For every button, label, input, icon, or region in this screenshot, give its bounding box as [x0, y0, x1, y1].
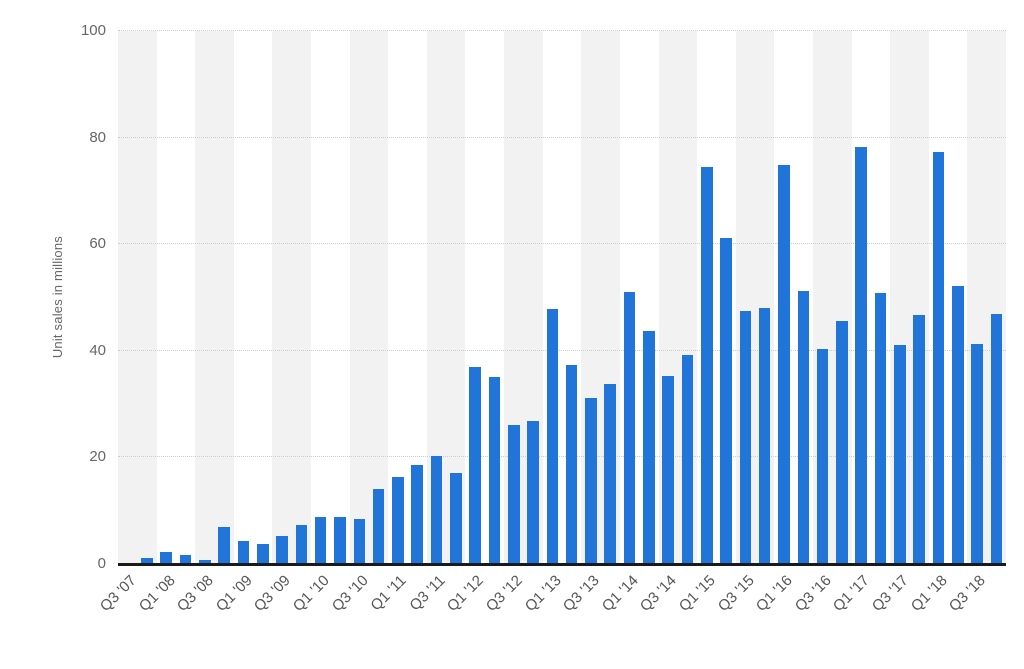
bar-q1-12[interactable]: [469, 366, 481, 564]
gridline: [118, 456, 1006, 458]
background-stripe: [118, 31, 157, 564]
bar-q2-14[interactable]: [643, 330, 655, 564]
gridline: [118, 243, 1006, 245]
gridline: [118, 30, 1006, 31]
bar-q2-11[interactable]: [411, 464, 423, 564]
y-tick-label: 100: [80, 22, 106, 39]
bar-q2-08[interactable]: [179, 554, 192, 564]
bar-q3-18[interactable]: [971, 343, 983, 564]
bar-q1-09[interactable]: [237, 540, 250, 564]
bar-q2-16[interactable]: [797, 291, 810, 564]
y-tick-label: 80: [89, 128, 106, 146]
bar-q1-18[interactable]: [932, 151, 945, 564]
bar-q1-10[interactable]: [314, 517, 327, 564]
bar-q2-10[interactable]: [334, 517, 346, 564]
bar-q3-09[interactable]: [276, 536, 288, 564]
bar-q1-14[interactable]: [623, 292, 636, 564]
bar-q1-17[interactable]: [855, 146, 867, 564]
bar-q2-17[interactable]: [874, 293, 887, 564]
bar-q4-17[interactable]: [913, 315, 925, 564]
bar-q4-14[interactable]: [681, 354, 694, 564]
bar-q3-11[interactable]: [430, 455, 443, 564]
bar-q2-15[interactable]: [720, 237, 732, 564]
bar-q3-16[interactable]: [816, 348, 829, 564]
bar-q1-08[interactable]: [160, 551, 173, 564]
bar-q3-10[interactable]: [353, 519, 366, 564]
y-tick-label: 40: [89, 341, 106, 359]
bar-q2-09[interactable]: [256, 543, 269, 564]
bar-q2-18[interactable]: [951, 285, 964, 564]
background-stripe: [349, 31, 389, 564]
bar-q4-16[interactable]: [836, 321, 848, 564]
bar-q1-15[interactable]: [700, 167, 713, 564]
bar-q4-10[interactable]: [372, 488, 385, 564]
bar-q3-17[interactable]: [894, 345, 906, 564]
bar-q2-12[interactable]: [488, 377, 501, 564]
bar-q4-18[interactable]: [990, 314, 1003, 564]
gridline: [118, 349, 1006, 351]
bar-q3-13[interactable]: [585, 397, 597, 564]
bar-q3-15[interactable]: [739, 310, 752, 564]
y-tick-label: 0: [97, 555, 106, 572]
bar-q2-13[interactable]: [565, 364, 578, 564]
y-tick-label: 20: [89, 448, 106, 466]
x-tick-label: Q3 '18: [946, 572, 990, 615]
bar-q4-15[interactable]: [758, 307, 771, 564]
bar-q4-11[interactable]: [450, 473, 462, 564]
bar-q3-14[interactable]: [662, 376, 674, 564]
background-stripe: [195, 31, 234, 564]
y-axis-tick-labels: 0 20 40 60 80 100: [0, 22, 106, 572]
bar-q3-12[interactable]: [507, 425, 520, 564]
bar-q1-13[interactable]: [546, 309, 559, 564]
gridline: [118, 136, 1006, 138]
background-stripe: [272, 31, 312, 564]
plot-area: [118, 30, 1006, 566]
x-axis-tick-labels: Q3 '07 Q1 '08 Q3 '08 Q1 '09 Q3 '09 Q1 '10 Q3 '…: [97, 572, 1006, 667]
bar-q4-08[interactable]: [218, 527, 230, 564]
bar-q4-07[interactable]: [141, 558, 153, 564]
bar-q4-09[interactable]: [295, 524, 308, 564]
bar-q4-12[interactable]: [527, 420, 539, 564]
bar-q1-16[interactable]: [778, 165, 790, 564]
x-axis-line: [118, 563, 1006, 566]
bar-q4-13[interactable]: [604, 383, 617, 564]
bar-q3-08[interactable]: [199, 560, 211, 564]
y-tick-label: 60: [89, 235, 106, 253]
bar-q1-11[interactable]: [392, 477, 404, 564]
